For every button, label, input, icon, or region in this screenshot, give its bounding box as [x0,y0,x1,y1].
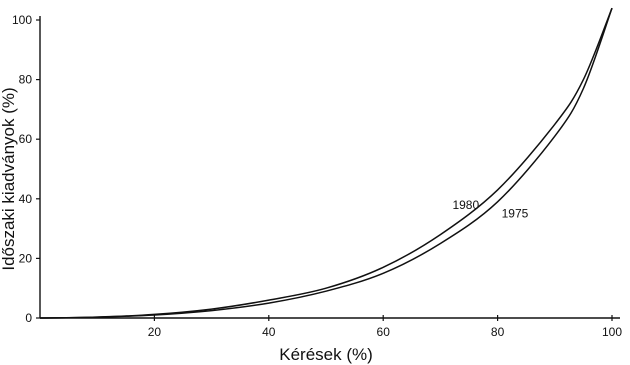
axes [39,16,620,319]
y-tick-label: 40 [19,192,33,206]
y-tick-label: 100 [12,13,32,27]
x-tick-label: 20 [148,325,162,339]
series-curves [39,7,613,319]
y-tick-label: 60 [19,132,33,146]
series-line-1980 [39,7,613,319]
y-tick-label: 80 [19,73,33,87]
x-tick-label: 80 [491,325,505,339]
y-tick-label: 20 [19,251,33,265]
y-axis-title: Időszaki kiadványok (%) [0,87,18,270]
x-tick-label: 40 [262,325,276,339]
series-label-1975: 1975 [502,207,529,221]
x-axis-title: Kérések (%) [279,345,373,364]
x-tick-label: 60 [377,325,391,339]
y-tick-label: 0 [25,311,32,325]
series-label-1980: 1980 [452,198,479,212]
y-axis-ticks: 0 20 40 60 80 100 [12,13,40,325]
x-axis-ticks: 20 40 60 80 100 [148,315,622,339]
x-tick-label: 100 [602,325,622,339]
series-line-1975 [39,7,613,319]
